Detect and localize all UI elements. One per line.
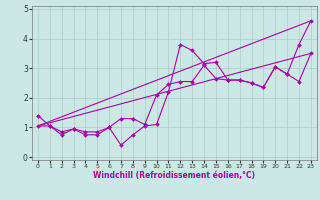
X-axis label: Windchill (Refroidissement éolien,°C): Windchill (Refroidissement éolien,°C) — [93, 171, 255, 180]
